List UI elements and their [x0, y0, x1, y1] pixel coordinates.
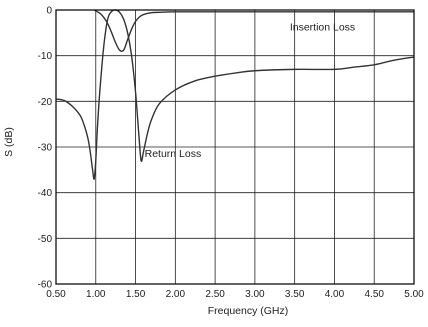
x-tick-label: 4.00 [325, 289, 345, 300]
y-tick-label: -50 [38, 234, 53, 245]
series-layer [55, 9, 415, 180]
grid-layer [55, 9, 415, 285]
y-tick-label: -10 [38, 51, 53, 62]
x-tick-labels: 0.50 1.00 1.50 2.00 2.50 3.00 3.50 4.00 4.50 5.00 [46, 289, 424, 300]
x-axis-title: Frequency (GHz) [208, 305, 289, 317]
y-axis-title: S (dB) [3, 127, 15, 157]
x-tick-label: 0.50 [46, 289, 66, 300]
insertion-loss-line [93, 9, 414, 52]
x-tick-label: 2.50 [205, 289, 225, 300]
return-loss-line [55, 9, 415, 180]
y-tick-labels: 0 -10 -20 -30 -40 -50 -60 [38, 6, 53, 291]
y-tick-label: 0 [46, 6, 52, 17]
x-tick-label: 5.00 [404, 289, 424, 300]
plot-frame [55, 9, 415, 285]
y-tick-label: -40 [38, 188, 53, 199]
y-tick-label: -20 [38, 97, 53, 108]
return-loss-annotation: Return Loss [145, 148, 202, 160]
plot-frame-layer [55, 9, 415, 285]
x-tick-label: 1.00 [86, 289, 106, 300]
y-tick-label: -60 [38, 280, 53, 291]
x-tick-label: 3.00 [245, 289, 265, 300]
x-tick-label: 3.50 [285, 289, 305, 300]
y-tick-label: -30 [38, 143, 53, 154]
x-tick-label: 2.00 [166, 289, 186, 300]
insertion-loss-annotation: Insertion Loss [290, 21, 355, 33]
x-tick-label: 1.50 [126, 289, 146, 300]
x-tick-label: 4.50 [364, 289, 384, 300]
annotation-layer: Insertion Loss Return Loss [145, 21, 356, 159]
